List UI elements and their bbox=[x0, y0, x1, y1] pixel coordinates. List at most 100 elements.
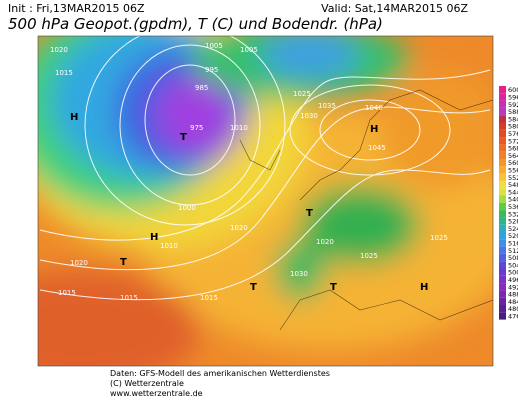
colorbar-label: 516 bbox=[508, 239, 518, 247]
colorbar-label: 488 bbox=[508, 291, 518, 299]
colorbar-label: 572 bbox=[508, 137, 518, 145]
isobar-label: 1015 bbox=[120, 294, 138, 302]
pressure-center: T bbox=[120, 257, 127, 268]
colorbar-cell bbox=[499, 151, 506, 159]
colorbar-label: 584 bbox=[508, 115, 518, 123]
colorbar-cell bbox=[499, 173, 506, 181]
isobar-label: 1000 bbox=[178, 204, 196, 212]
isobar-label: 975 bbox=[190, 124, 203, 132]
pressure-center: H bbox=[70, 112, 78, 123]
colorbar-cell bbox=[499, 129, 506, 138]
colorbar-label: 532 bbox=[508, 210, 518, 218]
isobar-label: 1005 bbox=[205, 42, 223, 50]
colorbar-cell bbox=[499, 107, 506, 116]
colorbar-cell bbox=[499, 253, 506, 262]
pressure-center: H bbox=[370, 124, 378, 135]
isobar-label: 1020 bbox=[70, 259, 88, 267]
colorbar-label: 548 bbox=[508, 181, 518, 189]
colorbar-cell bbox=[499, 232, 506, 240]
footer-line: www.wetterzentrale.de bbox=[110, 389, 203, 398]
colorbar-cell bbox=[499, 93, 506, 101]
colorbar-label: 552 bbox=[508, 174, 518, 182]
colorbar-cell bbox=[499, 122, 506, 130]
colorbar-label: 544 bbox=[508, 188, 518, 196]
footer-line: (C) Wetterzentrale bbox=[110, 379, 184, 388]
colorbar-cell bbox=[499, 166, 506, 174]
colorbar-label: 588 bbox=[508, 108, 518, 116]
colorbar-cell bbox=[499, 246, 506, 254]
map bbox=[38, 36, 493, 366]
colorbar-label: 512 bbox=[508, 247, 518, 255]
colorbar-label: 484 bbox=[508, 298, 518, 306]
pressure-center: H bbox=[420, 282, 428, 293]
isobar-label: 1030 bbox=[290, 270, 308, 278]
footer-line: Daten: GFS-Modell des amerikanischen Wet… bbox=[110, 369, 330, 378]
colorbar-label: 524 bbox=[508, 225, 518, 233]
colorbar-cell bbox=[499, 290, 506, 298]
colorbar-label: 568 bbox=[508, 145, 518, 153]
isobar-label: 1020 bbox=[316, 238, 334, 246]
colorbar-label: 496 bbox=[508, 276, 518, 284]
colorbar-cell bbox=[499, 115, 506, 123]
colorbar-cell bbox=[499, 180, 506, 189]
colorbar-cell bbox=[499, 100, 506, 108]
pressure-center: T bbox=[180, 132, 187, 143]
colorbar-label: 576 bbox=[508, 130, 518, 138]
isobar-label: 1045 bbox=[368, 144, 386, 152]
colorbar-label: 536 bbox=[508, 203, 518, 211]
colorbar-cell bbox=[499, 275, 506, 284]
colorbar-label: 492 bbox=[508, 283, 518, 291]
colorbar-label: 520 bbox=[508, 232, 518, 240]
colorbar-label: 592 bbox=[508, 101, 518, 109]
colorbar-label: 540 bbox=[508, 196, 518, 204]
colorbar-cell bbox=[499, 210, 506, 218]
colorbar-cell bbox=[499, 268, 506, 276]
colorbar-label: 596 bbox=[508, 93, 518, 101]
isobar-label: 1020 bbox=[230, 224, 248, 232]
colorbar-cell bbox=[499, 86, 506, 94]
colorbar-cell bbox=[499, 188, 506, 196]
colorbar-cell bbox=[499, 261, 506, 269]
pressure-center: H bbox=[150, 232, 158, 243]
pressure-center: T bbox=[250, 282, 257, 293]
isobar-label: 1025 bbox=[360, 252, 378, 260]
colorbar-cell bbox=[499, 202, 506, 211]
isobar-label: 1015 bbox=[200, 294, 218, 302]
isobar-label: 1005 bbox=[240, 46, 258, 54]
colorbar-cell bbox=[499, 305, 506, 313]
colorbar-label: 504 bbox=[508, 261, 518, 269]
isobar-label: 1015 bbox=[58, 289, 76, 297]
isobar-label: 1010 bbox=[160, 242, 178, 250]
colorbar-cell bbox=[499, 312, 506, 320]
colorbar-label: 556 bbox=[508, 166, 518, 174]
pressure-center: T bbox=[330, 282, 337, 293]
colorbar-cell bbox=[499, 283, 506, 291]
isobar-label: 995 bbox=[205, 66, 218, 74]
isobar-label: 1025 bbox=[293, 90, 311, 98]
colorbar-cell bbox=[499, 137, 506, 145]
colorbar-label: 560 bbox=[508, 159, 518, 167]
colorbar-cell bbox=[499, 144, 506, 152]
colorbar-cell bbox=[499, 297, 506, 305]
colorbar-cell bbox=[499, 217, 506, 225]
pressure-center: T bbox=[306, 208, 313, 219]
colorbar-cell bbox=[499, 224, 506, 232]
isobar-label: 1035 bbox=[318, 102, 336, 110]
colorbar-label: 480 bbox=[508, 305, 518, 313]
isobar-label: 1040 bbox=[365, 104, 383, 112]
isobar-label: 1025 bbox=[430, 234, 448, 242]
colorbar-cell bbox=[499, 159, 506, 167]
map-frame bbox=[37, 35, 494, 367]
colorbar-label: 564 bbox=[508, 152, 518, 160]
isobar-label: 985 bbox=[195, 84, 208, 92]
colorbar-label: 508 bbox=[508, 254, 518, 262]
colorbar-label: 600 bbox=[508, 86, 518, 94]
colorbar-cell bbox=[499, 239, 506, 247]
isobar-label: 1015 bbox=[55, 69, 73, 77]
colorbar-label: 580 bbox=[508, 123, 518, 131]
init-text: Init : Fri,13MAR2015 06Z bbox=[8, 2, 145, 15]
colorbar-label: 500 bbox=[508, 269, 518, 277]
isobar-label: 1030 bbox=[300, 112, 318, 120]
valid-text: Valid: Sat,14MAR2015 06Z bbox=[321, 2, 468, 15]
